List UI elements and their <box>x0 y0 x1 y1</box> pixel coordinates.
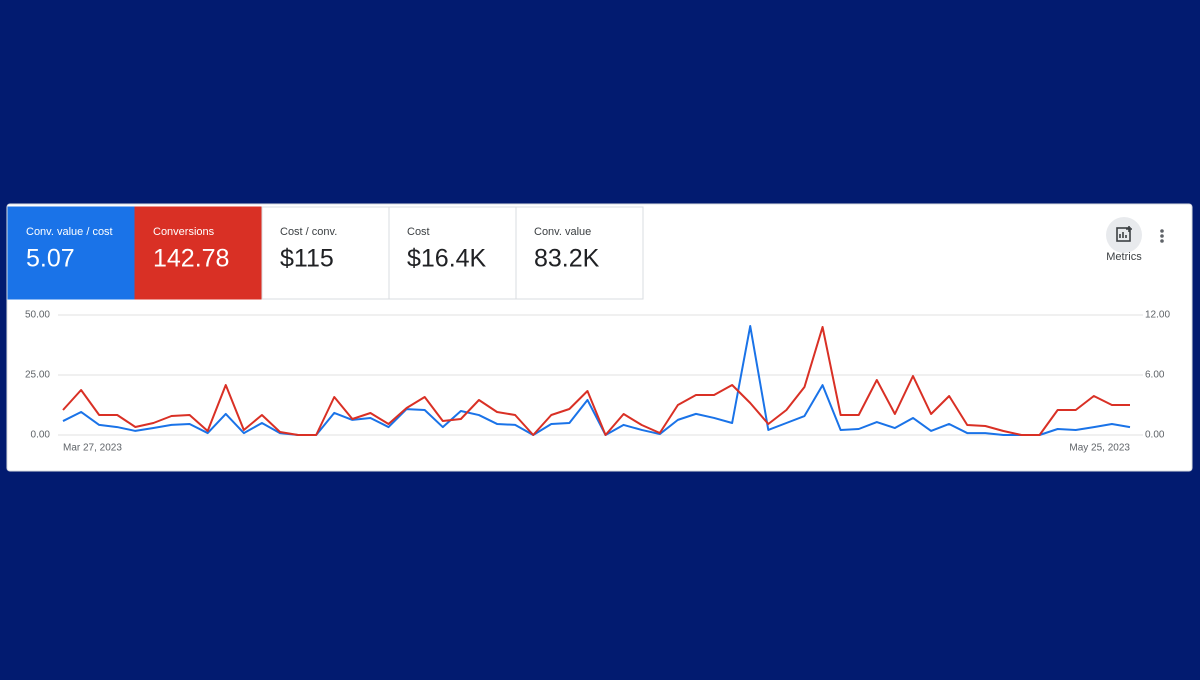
metrics-button[interactable]: Metrics <box>1106 217 1142 263</box>
metrics-icon-bg[interactable] <box>1106 217 1142 253</box>
metric-card[interactable] <box>388 206 517 300</box>
metric-label[interactable]: Conv. value / cost <box>26 226 113 238</box>
metric-label[interactable]: Conversions <box>153 226 215 238</box>
metrics-icon[interactable] <box>1116 227 1131 242</box>
y-tick-label: 50.00 <box>25 310 50 321</box>
series-line <box>62 326 1130 436</box>
metric-value[interactable]: $16.4K <box>407 245 487 273</box>
metric-card[interactable] <box>7 206 136 300</box>
x-tick-label: Mar 27, 2023 <box>63 443 122 454</box>
metric-value[interactable]: 83.2K <box>534 245 600 273</box>
metrics-label[interactable]: Metrics <box>1106 251 1142 263</box>
more-menu[interactable] <box>1160 229 1164 243</box>
metric-card[interactable] <box>261 206 390 300</box>
series-line <box>62 325 1131 436</box>
y2-tick-label: 12.00 <box>1145 310 1170 321</box>
y-tick-label: 0.00 <box>31 430 51 441</box>
dot[interactable] <box>1160 229 1164 233</box>
y-tick-label: 25.00 <box>25 370 50 381</box>
y2-tick-label: 6.00 <box>1145 370 1165 381</box>
metric-value[interactable]: $115 <box>280 245 334 273</box>
metric-value[interactable]: 5.07 <box>26 245 75 273</box>
metric-label[interactable]: Cost <box>407 226 430 238</box>
dot[interactable] <box>1160 239 1164 243</box>
metric-value[interactable]: 142.78 <box>153 245 229 273</box>
metric-card[interactable] <box>515 206 644 300</box>
metric-label[interactable]: Cost / conv. <box>280 226 337 238</box>
metric-label[interactable]: Conv. value <box>534 226 591 238</box>
y2-tick-label: 0.00 <box>1145 430 1165 441</box>
dot[interactable] <box>1160 234 1164 238</box>
metrics-icon-bars[interactable] <box>1119 226 1132 238</box>
x-tick-label: May 25, 2023 <box>1069 443 1130 454</box>
